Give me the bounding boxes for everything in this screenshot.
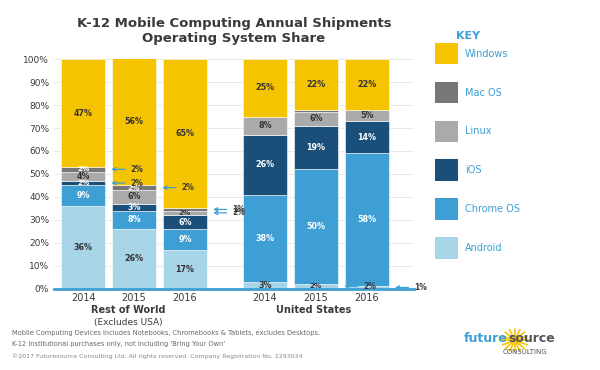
Bar [294, 59, 338, 110]
Text: United States: United States [276, 305, 352, 315]
Text: 2%: 2% [346, 282, 376, 291]
Text: 1%: 1% [215, 205, 245, 214]
Text: 8%: 8% [127, 215, 141, 224]
Text: 26%: 26% [124, 254, 143, 263]
Bar [345, 286, 389, 289]
Text: 2%: 2% [113, 165, 143, 174]
Text: 56%: 56% [125, 117, 143, 126]
Bar [163, 215, 207, 229]
Bar [294, 169, 338, 284]
Text: Chrome OS: Chrome OS [465, 204, 520, 214]
Bar [61, 181, 105, 185]
Text: 6%: 6% [178, 218, 191, 226]
Text: Mobile Computing Devices includes Notebooks, Chromebooks & Tablets, excludes Des: Mobile Computing Devices includes Notebo… [12, 330, 320, 336]
Text: 2%: 2% [77, 180, 89, 186]
Bar [112, 190, 156, 204]
Text: 2%: 2% [164, 183, 194, 192]
Text: K-12 Mobile Computing Annual Shipments
Operating System Share: K-12 Mobile Computing Annual Shipments O… [77, 17, 391, 45]
Text: 26%: 26% [256, 160, 274, 169]
Text: 19%: 19% [307, 143, 325, 152]
Text: CONSULTING: CONSULTING [503, 349, 547, 355]
Text: 4%: 4% [76, 172, 90, 181]
Bar [112, 229, 156, 289]
Bar [294, 126, 338, 169]
Bar [345, 153, 389, 286]
Text: iOS: iOS [465, 165, 482, 175]
Text: K-12 Institutional purchases only, not including 'Bring Your Own': K-12 Institutional purchases only, not i… [12, 341, 225, 347]
Bar [61, 185, 105, 206]
Bar [61, 59, 105, 167]
Bar [294, 112, 338, 126]
Bar [243, 117, 287, 135]
Bar [61, 172, 105, 181]
Text: 2%: 2% [113, 179, 143, 188]
Text: Linux: Linux [465, 126, 491, 137]
Bar [163, 208, 207, 211]
Text: 3%: 3% [258, 281, 272, 290]
Text: 38%: 38% [256, 233, 274, 243]
Text: 2%: 2% [77, 166, 89, 172]
Text: 9%: 9% [76, 191, 90, 200]
Bar [294, 284, 338, 289]
Text: 3%: 3% [127, 203, 141, 212]
Bar [243, 135, 287, 195]
Text: KEY: KEY [456, 31, 480, 41]
Text: 2%: 2% [128, 185, 140, 191]
Bar [163, 59, 207, 208]
Text: 14%: 14% [357, 133, 376, 142]
Text: 22%: 22% [306, 80, 325, 89]
Bar [112, 211, 156, 229]
Bar [243, 59, 287, 117]
Text: Android: Android [465, 243, 503, 253]
Bar [163, 211, 207, 215]
Bar [112, 204, 156, 211]
Text: 25%: 25% [256, 83, 274, 92]
Bar [294, 110, 338, 112]
Text: 58%: 58% [357, 215, 376, 224]
Text: Mac OS: Mac OS [465, 87, 502, 98]
Text: 65%: 65% [175, 129, 194, 138]
Text: 5%: 5% [360, 111, 373, 120]
Text: future: future [463, 332, 507, 345]
Bar [345, 121, 389, 153]
Bar [243, 282, 287, 289]
Text: 8%: 8% [258, 121, 272, 130]
Text: Windows: Windows [465, 48, 509, 59]
Text: 6%: 6% [127, 192, 141, 201]
Bar [112, 57, 156, 185]
Text: 2%: 2% [310, 283, 322, 289]
Text: 36%: 36% [74, 243, 92, 252]
Text: source: source [508, 332, 555, 345]
Text: 22%: 22% [357, 80, 376, 89]
Text: 1%: 1% [397, 283, 427, 292]
Bar [61, 167, 105, 172]
Text: (Excludes USA): (Excludes USA) [94, 318, 163, 327]
Text: 50%: 50% [307, 222, 325, 231]
Text: Rest of World: Rest of World [91, 305, 166, 315]
Text: 17%: 17% [175, 265, 194, 273]
Bar [345, 110, 389, 121]
Bar [163, 229, 207, 250]
Bar [112, 185, 156, 190]
Bar [243, 195, 287, 282]
Text: 2%: 2% [179, 210, 191, 216]
Bar [345, 59, 389, 110]
Bar [163, 250, 207, 289]
Text: ©2017 Futuresource Consulting Ltd. All rights reserved. Company Registration No.: ©2017 Futuresource Consulting Ltd. All r… [12, 353, 302, 359]
Bar [61, 206, 105, 289]
Text: 6%: 6% [309, 114, 323, 123]
Text: 9%: 9% [178, 235, 191, 244]
Text: 47%: 47% [74, 109, 92, 118]
Text: 2%: 2% [215, 208, 245, 218]
